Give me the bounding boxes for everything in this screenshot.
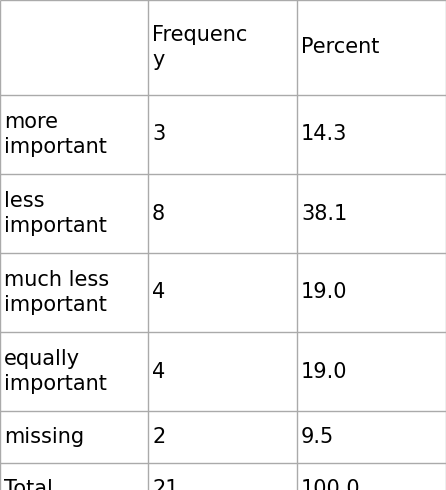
Text: 8: 8 <box>152 203 165 223</box>
Text: 19.0: 19.0 <box>301 362 347 382</box>
Text: equally
important: equally important <box>4 349 107 394</box>
Text: Percent: Percent <box>301 38 380 57</box>
Text: less
important: less important <box>4 191 107 236</box>
Text: 3: 3 <box>152 124 165 145</box>
Text: 14.3: 14.3 <box>301 124 347 145</box>
Text: Total: Total <box>4 479 53 490</box>
Text: 4: 4 <box>152 283 165 302</box>
Text: more
important: more important <box>4 112 107 157</box>
Text: much less
important: much less important <box>4 270 109 315</box>
Text: Frequenc
y: Frequenc y <box>152 25 248 70</box>
Text: 2: 2 <box>152 427 165 447</box>
Text: 38.1: 38.1 <box>301 203 347 223</box>
Text: 100.0: 100.0 <box>301 479 361 490</box>
Text: 9.5: 9.5 <box>301 427 334 447</box>
Text: 21: 21 <box>152 479 178 490</box>
Text: missing: missing <box>4 427 84 447</box>
Text: 19.0: 19.0 <box>301 283 347 302</box>
Text: 4: 4 <box>152 362 165 382</box>
